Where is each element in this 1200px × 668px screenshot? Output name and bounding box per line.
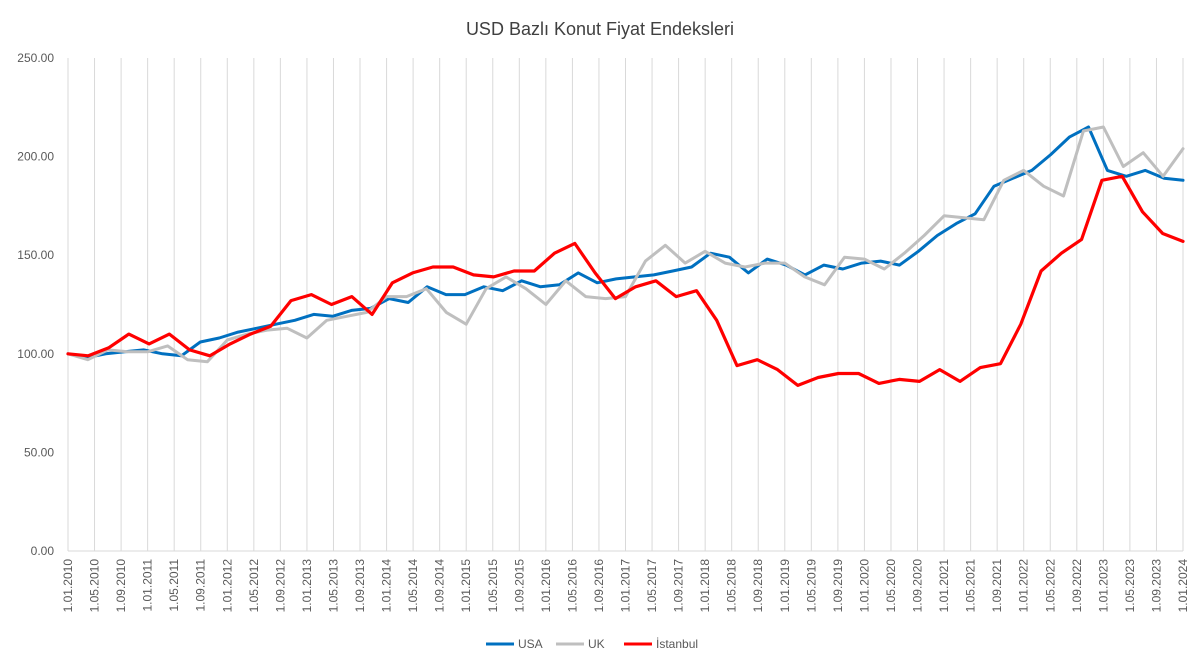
x-tick-label: 1.01.2016 — [539, 559, 553, 613]
x-tick-label: 1.01.2023 — [1096, 559, 1110, 613]
x-tick-label: 1.01.2019 — [778, 559, 792, 613]
series-lines — [66, 125, 1185, 387]
x-tick-label: 1.09.2014 — [433, 559, 447, 613]
y-tick-label: 200.00 — [17, 150, 54, 164]
x-tick-label: 1.05.2012 — [247, 559, 261, 613]
x-tick-label: 1.01.2020 — [857, 559, 871, 613]
x-tick-label: 1.01.2010 — [61, 559, 75, 613]
x-tick-label: 1.01.2015 — [459, 559, 473, 613]
x-tick-label: 1.05.2015 — [486, 559, 500, 613]
series-line-usa — [66, 125, 1185, 360]
x-tick-label: 1.09.2021 — [990, 559, 1004, 613]
x-tick-label: 1.09.2016 — [592, 559, 606, 613]
x-tick-label: 1.09.2015 — [512, 559, 526, 613]
x-tick-label: 1.05.2020 — [884, 559, 898, 613]
y-tick-label: 250.00 — [17, 51, 54, 65]
y-tick-label: 0.00 — [31, 544, 55, 558]
legend-label: İstanbul — [656, 637, 698, 651]
x-tick-label: 1.09.2023 — [1149, 559, 1163, 613]
x-tick-label: 1.09.2010 — [114, 559, 128, 613]
x-tick-label: 1.09.2011 — [194, 559, 208, 612]
x-tick-label: 1.09.2017 — [672, 559, 686, 613]
x-tick-label: 1.09.2018 — [751, 559, 765, 613]
x-tick-label: 1.01.2013 — [300, 559, 314, 613]
x-tick-label: 1.05.2010 — [88, 559, 102, 613]
y-tick-label: 100.00 — [17, 347, 54, 361]
series-line-i-stanbul — [66, 174, 1185, 387]
x-tick-label: 1.01.2014 — [380, 559, 394, 613]
axes: 1.01.2010 1.05.2010 1.09.2010 1.01.2011 1.05… — [17, 51, 1190, 612]
x-tick-label: 1.05.2019 — [804, 559, 818, 613]
legend-label: UK — [588, 637, 605, 651]
x-tick-label: 1.05.2014 — [406, 559, 420, 613]
x-tick-label: 1.05.2016 — [565, 559, 579, 613]
x-tick-label: 1.09.2013 — [353, 559, 367, 613]
x-tick-label: 1.05.2017 — [645, 559, 659, 613]
x-tick-label: 1.05.2023 — [1123, 559, 1137, 613]
chart-title: USD Bazlı Konut Fiyat Endeksleri — [466, 19, 734, 39]
x-tick-label: 1.09.2019 — [831, 559, 845, 613]
legend: USA UK İstanbul — [486, 637, 698, 651]
y-tick-label: 50.00 — [24, 445, 54, 459]
x-tick-label: 1.01.2017 — [619, 559, 633, 613]
x-tick-label: 1.09.2022 — [1070, 559, 1084, 613]
x-tick-label: 1.01.2024 — [1176, 559, 1190, 613]
x-tick-label: 1.01.2022 — [1017, 559, 1031, 613]
x-tick-label: 1.05.2022 — [1043, 559, 1057, 613]
x-tick-label: 1.05.2018 — [725, 559, 739, 613]
x-tick-label: 1.05.2021 — [964, 559, 978, 613]
x-tick-label: 1.01.2011 — [141, 559, 155, 612]
y-tick-label: 150.00 — [17, 248, 54, 262]
x-tick-label: 1.01.2021 — [937, 559, 951, 613]
x-tick-label: 1.09.2020 — [911, 559, 925, 613]
x-tick-label: 1.05.2013 — [326, 559, 340, 613]
x-tick-label: 1.05.2011 — [167, 559, 181, 612]
x-tick-label: 1.01.2012 — [220, 559, 234, 613]
legend-label: USA — [518, 637, 543, 651]
x-tick-label: 1.09.2012 — [273, 559, 287, 613]
x-tick-label: 1.01.2018 — [698, 559, 712, 613]
